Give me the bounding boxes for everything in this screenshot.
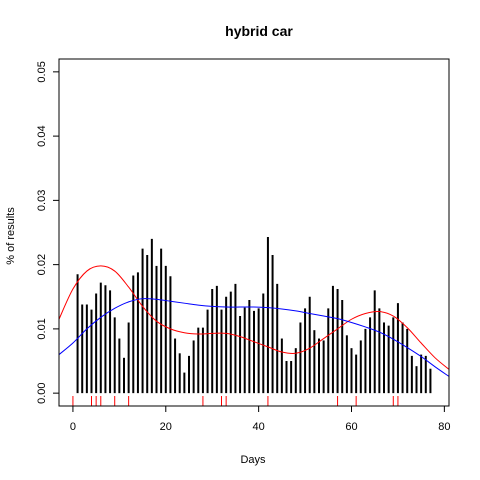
y-axis-label: % of results	[5, 207, 17, 265]
x-tick-label: 80	[438, 421, 450, 433]
smooth-line-2	[58, 298, 450, 377]
x-tick-label: 60	[345, 421, 357, 433]
y-tick-label: 0.05	[36, 61, 48, 82]
chart-title: hybrid car	[225, 23, 293, 39]
y-tick-label: 0.02	[36, 254, 48, 275]
smooth-line-1	[58, 265, 450, 370]
x-tick-label: 20	[160, 421, 172, 433]
y-tick-label: 0.01	[36, 318, 48, 339]
plot-area: 0 20 40 60 80 0.00 0.01 0.02 0.03 0.04 0.05	[36, 58, 450, 433]
plot-frame	[58, 58, 450, 407]
x-tick-label: 0	[70, 421, 76, 433]
y-tick-label: 0.04	[36, 125, 48, 146]
y-tick-label: 0.03	[36, 190, 48, 211]
x-tick-label: 40	[253, 421, 265, 433]
x-axis-label: Days	[240, 454, 266, 466]
y-tick-label: 0.00	[36, 382, 48, 403]
